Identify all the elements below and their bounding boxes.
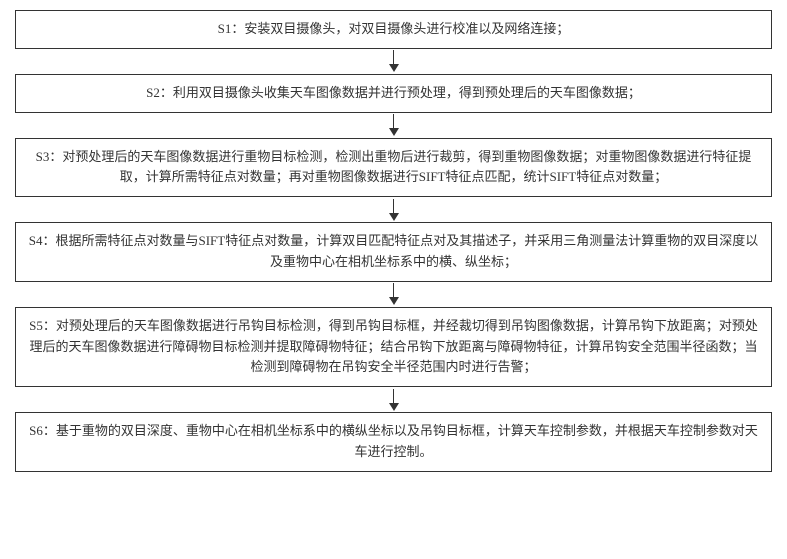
arrow-line-icon bbox=[393, 114, 394, 128]
step-s2-label: S2：利用双目摄像头收集天车图像数据并进行预处理，得到预处理后的天车图像数据； bbox=[146, 85, 641, 100]
flowchart-container: S1：安装双目摄像头，对双目摄像头进行校准以及网络连接； S2：利用双目摄像头收… bbox=[15, 10, 772, 472]
arrow-down-icon bbox=[389, 128, 399, 136]
arrow-5 bbox=[389, 387, 399, 412]
arrow-3 bbox=[389, 197, 399, 222]
step-s2: S2：利用双目摄像头收集天车图像数据并进行预处理，得到预处理后的天车图像数据； bbox=[15, 74, 772, 113]
arrow-4 bbox=[389, 282, 399, 307]
arrow-1 bbox=[389, 49, 399, 74]
arrow-down-icon bbox=[389, 64, 399, 72]
step-s5-label: S5：对预处理后的天车图像数据进行吊钩目标检测，得到吊钩目标框，并经裁切得到吊钩… bbox=[29, 318, 758, 375]
step-s3-label: S3：对预处理后的天车图像数据进行重物目标检测，检测出重物后进行裁剪，得到重物图… bbox=[36, 149, 752, 185]
arrow-2 bbox=[389, 113, 399, 138]
step-s5: S5：对预处理后的天车图像数据进行吊钩目标检测，得到吊钩目标框，并经裁切得到吊钩… bbox=[15, 307, 772, 387]
arrow-down-icon bbox=[389, 297, 399, 305]
arrow-line-icon bbox=[393, 50, 394, 64]
step-s4: S4：根据所需特征点对数量与SIFT特征点对数量，计算双目匹配特征点对及其描述子… bbox=[15, 222, 772, 282]
step-s1: S1：安装双目摄像头，对双目摄像头进行校准以及网络连接； bbox=[15, 10, 772, 49]
arrow-line-icon bbox=[393, 389, 394, 403]
step-s6: S6：基于重物的双目深度、重物中心在相机坐标系中的横纵坐标以及吊钩目标框，计算天… bbox=[15, 412, 772, 472]
arrow-down-icon bbox=[389, 403, 399, 411]
arrow-line-icon bbox=[393, 283, 394, 297]
step-s4-label: S4：根据所需特征点对数量与SIFT特征点对数量，计算双目匹配特征点对及其描述子… bbox=[29, 233, 758, 269]
step-s1-label: S1：安装双目摄像头，对双目摄像头进行校准以及网络连接； bbox=[218, 21, 570, 36]
step-s3: S3：对预处理后的天车图像数据进行重物目标检测，检测出重物后进行裁剪，得到重物图… bbox=[15, 138, 772, 198]
step-s6-label: S6：基于重物的双目深度、重物中心在相机坐标系中的横纵坐标以及吊钩目标框，计算天… bbox=[29, 423, 758, 459]
arrow-down-icon bbox=[389, 213, 399, 221]
arrow-line-icon bbox=[393, 199, 394, 213]
